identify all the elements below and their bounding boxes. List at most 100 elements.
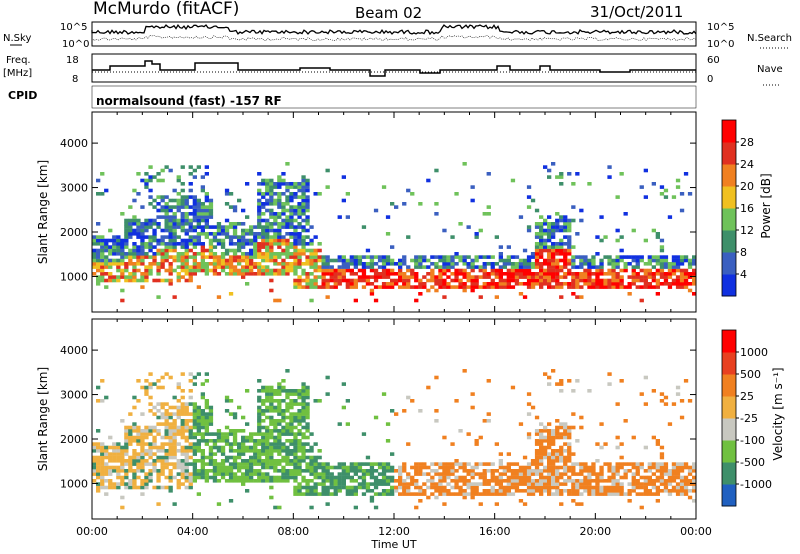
velocity-cell [623,492,628,496]
velocity-cell [164,475,169,480]
power-cell [144,182,149,186]
velocity-cell [160,445,165,450]
power-cell [237,268,242,273]
power-cell [208,202,214,206]
velocity-cell [325,465,330,470]
velocity-cell [595,472,600,476]
power-cell [220,242,226,246]
power-cell [160,205,165,209]
power-cell [265,178,270,183]
velocity-cell [297,395,302,400]
velocity-cell [406,472,411,476]
velocity-cell [410,475,415,480]
velocity-cell [273,409,278,413]
power-cell [349,268,354,273]
velocity-heatmap-cells [92,369,697,510]
power-cell [224,218,230,223]
power-cell [571,245,576,249]
velocity-cell [385,479,391,483]
power-cell [208,208,214,213]
velocity-cell [168,449,173,453]
power-cell [575,172,580,176]
power-cell [567,258,572,263]
power-cell [534,282,540,286]
velocity-cell [160,405,165,410]
velocity-cell [265,429,270,433]
velocity-cell [124,429,129,433]
velocity-cell [136,475,141,480]
power-cell [281,262,286,266]
velocity-cell [349,465,354,470]
velocity-cell [265,449,270,453]
velocity-cell [442,475,447,480]
colorbar-swatch [722,120,736,143]
velocity-cell [293,415,298,420]
velocity-cell [216,439,222,443]
velocity-cell [289,472,294,476]
power-cell [470,262,475,266]
velocity-cell [168,479,173,483]
velocity-cell [611,472,616,476]
velocity-cell [124,452,129,456]
velocity-cell [160,465,165,470]
velocity-cell [301,399,306,403]
power-cell [510,178,516,183]
power-cell [692,262,697,266]
power-cell [261,258,266,263]
velocity-cell [587,485,592,490]
velocity-cell [293,485,298,490]
velocity-cell [265,439,270,443]
power-cell [639,255,644,259]
velocity-cell [100,465,105,470]
power-cell [156,252,161,256]
velocity-cell [373,485,379,490]
power-cell [232,242,238,246]
power-cell [494,262,499,266]
xlabel: Time UT [370,538,416,551]
power-cell [502,272,507,276]
velocity-cell [410,492,415,496]
velocity-cell [305,405,310,410]
velocity-cell [563,462,568,466]
velocity-cell [96,429,101,433]
power-cell [659,255,665,259]
velocity-cell [345,422,350,426]
power-cell [289,205,294,209]
velocity-cell [555,459,560,463]
velocity-cell [232,412,238,416]
velocity-cell [599,469,604,473]
velocity-cell [627,482,632,486]
velocity-cell [534,489,540,493]
power-cell [410,272,415,276]
velocity-cell [289,389,294,393]
power-cell [579,255,584,259]
velocity-cell [180,389,185,393]
power-cell [196,208,201,213]
velocity-cell [208,419,214,423]
power-cell [361,275,367,279]
power-cell [164,245,169,249]
power-cell [595,252,600,256]
power-cell [305,285,310,289]
power-cell [559,252,564,256]
velocity-cell [92,459,97,463]
power-cell [373,298,379,303]
power-cell [325,185,330,189]
power-cell [506,272,511,276]
velocity-cell [474,482,479,486]
velocity-cell [434,472,439,476]
velocity-cell [422,492,427,496]
power-cell [265,258,270,263]
x-tick-label: 20:00 [579,525,611,538]
velocity-cell [470,495,475,500]
velocity-cell [442,435,447,440]
power-cell [353,285,358,289]
velocity-cell [241,459,246,463]
velocity-cell [301,415,306,420]
power-cell [555,175,560,179]
velocity-cell [257,479,262,483]
velocity-cell [180,372,185,376]
velocity-cell [615,482,620,486]
velocity-cell [301,419,306,423]
velocity-cell [490,485,495,490]
